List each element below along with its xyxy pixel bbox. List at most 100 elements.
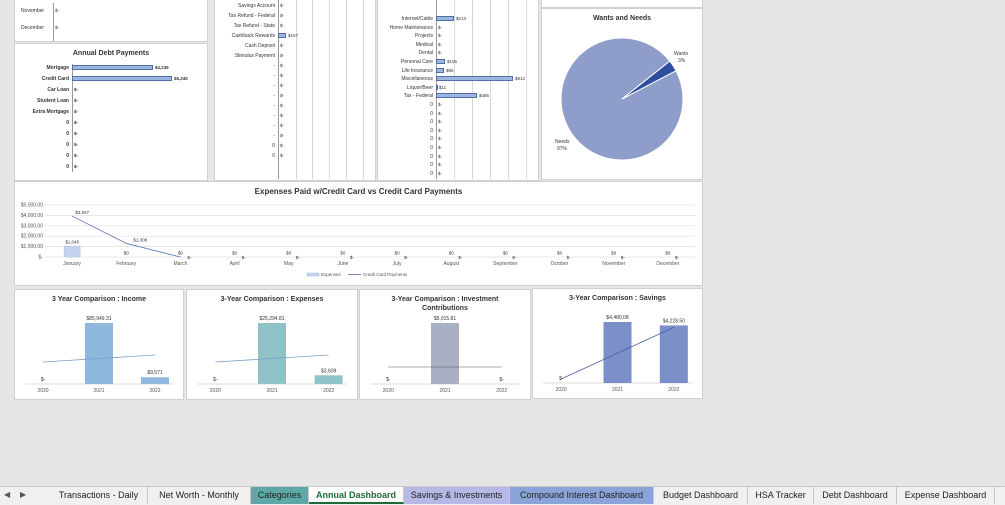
- row-label: 0: [430, 162, 433, 169]
- row-value: $-: [280, 103, 285, 108]
- row-value: $11: [438, 84, 447, 90]
- row-label: Medical: [415, 41, 433, 48]
- cc-month-label: July: [393, 261, 402, 267]
- row-label: 0: [430, 119, 433, 126]
- comparison-year: 2020: [210, 388, 221, 394]
- comparison-title: 3 Year Comparison : Income: [51, 296, 146, 303]
- next-sheet-icon[interactable]: ▶: [20, 490, 27, 499]
- debt-bar: [72, 65, 153, 70]
- row-value: $-: [280, 93, 285, 98]
- month-value: $-: [55, 8, 60, 13]
- row-bar: [436, 16, 454, 21]
- row-label: 0: [430, 170, 433, 177]
- debt-label: Student Loan: [37, 98, 69, 104]
- wants-needs-top-strip: [541, 0, 703, 8]
- cc-expense-label: $0: [557, 251, 563, 256]
- row-bar: [436, 59, 445, 64]
- comparison-value: $4,480.08: [606, 315, 628, 321]
- cc-expense-label: $0: [611, 251, 617, 256]
- sheet-tab[interactable]: Annual Dashboard: [309, 487, 404, 504]
- sheet-tab[interactable]: Expense Dashboard: [897, 487, 995, 504]
- debt-value: $-: [74, 131, 79, 136]
- cc-expense-bar: [63, 245, 81, 258]
- gridline: [490, 0, 491, 179]
- sheet-tab[interactable]: Categories: [251, 487, 309, 504]
- cc-month-label: October: [551, 261, 569, 267]
- sheet-tab[interactable]: Savings & Investments: [404, 487, 510, 504]
- income-list-card: Savings Account $- Tax Refund - Federal $- T…: [214, 0, 376, 181]
- wants-needs-title: Wants and Needs: [592, 15, 652, 22]
- row-label: -: [273, 83, 275, 89]
- cc-month-label: December: [656, 261, 679, 267]
- legend-payments-label: Credit Card Payments: [363, 272, 408, 277]
- cc-month-label: September: [493, 261, 518, 267]
- comparison-title: 3-Year Comparison : Investment Contribut…: [391, 296, 499, 312]
- sheet-tab[interactable]: HSA Tracker: [748, 487, 814, 504]
- row-label: 0: [430, 110, 433, 117]
- row-value: $-: [438, 33, 443, 39]
- pie-pct-wants: 3%: [678, 58, 686, 64]
- cc-y-tick: $1,000.00: [21, 244, 43, 250]
- cc-payments-line: [71, 215, 181, 258]
- row-value: $-: [438, 119, 443, 125]
- row-value: $-: [438, 50, 443, 56]
- row-label: Personal Care: [401, 59, 433, 65]
- cc-expense-label: $0: [286, 251, 292, 256]
- row-value: $-: [280, 113, 285, 118]
- prev-sheet-icon[interactable]: ◀: [4, 490, 11, 499]
- comparison-value: $-: [386, 377, 391, 383]
- comparison-year: 2022: [668, 387, 679, 393]
- expense-list-card: Internet/Cable $213 Home Maintenance $- Proj…: [377, 0, 539, 181]
- debt-value: $-: [74, 142, 79, 147]
- row-label: 0: [430, 127, 433, 134]
- debt-label: Extra Mortgage: [32, 109, 69, 115]
- gridline: [454, 0, 455, 179]
- row-label: -: [273, 113, 275, 119]
- row-value: $486: [479, 93, 490, 99]
- row-value: $-: [438, 102, 443, 107]
- month-label: November: [21, 8, 45, 14]
- comparison-value: $-: [41, 377, 46, 383]
- row-label: -: [273, 123, 275, 129]
- row-value: $-: [280, 83, 285, 88]
- pie-slice-wants: [621, 60, 677, 100]
- sheet-tab[interactable]: Debt Dashboard: [814, 487, 897, 504]
- comparison-bar: [603, 322, 632, 383]
- legend-expenses-swatch: [306, 272, 320, 277]
- sheet-tab[interactable]: Compound Interest Dashboard: [510, 487, 654, 504]
- row-label: Tax - Federal: [403, 93, 433, 100]
- row-bar: [436, 84, 438, 90]
- cc-payment-label: $-: [675, 255, 680, 260]
- sheet-tab[interactable]: Budget Dashboard: [654, 487, 748, 504]
- comparison-bar: [659, 325, 688, 383]
- cc-y-tick: $-: [39, 255, 44, 261]
- debt-value: $-: [74, 87, 79, 92]
- cc-payment-label: $1,308: [133, 237, 147, 242]
- cc-payment-label: $-: [512, 255, 517, 260]
- sheet-tab[interactable]: Transactions - Daily: [50, 487, 148, 504]
- cc-payment-label: $3,937: [75, 210, 89, 215]
- cc-month-label: June: [337, 261, 348, 267]
- sheet-tab[interactable]: Net Worth - Monthly: [148, 487, 251, 504]
- comparison-value: $9,571: [147, 370, 163, 376]
- debt-label: 0: [66, 164, 69, 170]
- cc-payment-label: $-: [350, 255, 355, 260]
- row-value: $912: [515, 76, 526, 82]
- comparison-card: 3 Year Comparison : Income $- 2020 $85,949.…: [14, 289, 184, 400]
- cc-month-label: March: [173, 261, 187, 267]
- row-bar: [436, 76, 513, 82]
- comparison-title: 3-Year Comparison : Savings: [569, 295, 666, 302]
- comparison-value: $85,949.31: [86, 316, 111, 322]
- axis-line: [278, 0, 279, 179]
- cc-payment-label: $-: [404, 255, 409, 260]
- row-label: -: [273, 63, 275, 69]
- debt-value: $5,245: [174, 76, 188, 81]
- comparison-value: $5,915.81: [434, 316, 456, 322]
- row-label: 0: [430, 102, 433, 108]
- cc-payment-label: $-: [567, 255, 572, 260]
- row-value: $-: [280, 133, 285, 138]
- row-label: Tax Refund - Federal: [228, 13, 275, 19]
- row-value: $-: [280, 43, 285, 48]
